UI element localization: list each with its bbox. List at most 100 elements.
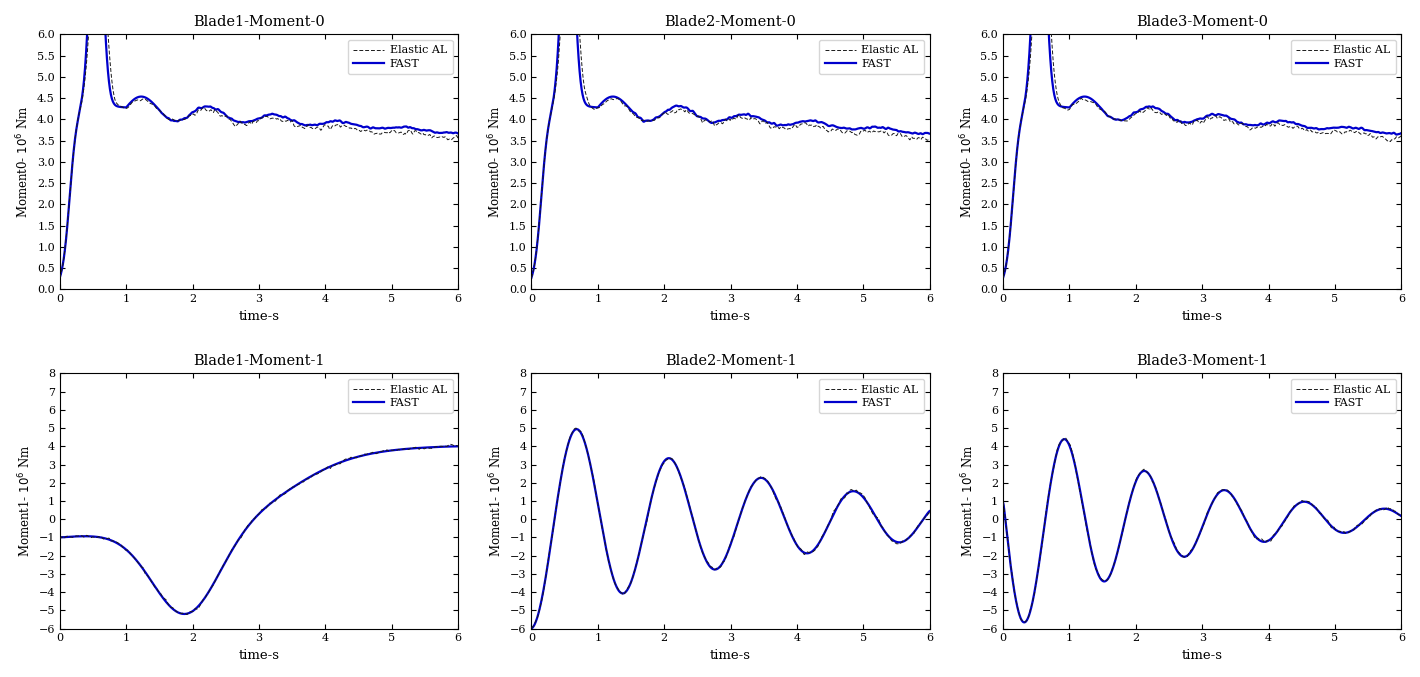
FAST [696, 553, 713, 561]
Elastic AL [1017, 618, 1034, 626]
FAST [577, 97, 594, 106]
Elastic AL [523, 624, 540, 632]
Elastic AL [118, 546, 135, 554]
FAST [1129, 108, 1146, 116]
Elastic AL [1048, 85, 1065, 93]
FAST [80, 9, 97, 17]
Elastic AL [81, 9, 98, 17]
Legend: Elastic AL, FAST: Elastic AL, FAST [819, 379, 924, 414]
FAST [186, 108, 203, 116]
FAST [1213, 110, 1230, 118]
Elastic AL [105, 85, 122, 93]
Elastic AL [1062, 104, 1079, 112]
X-axis label: time-s: time-s [1181, 649, 1223, 662]
FAST [922, 129, 939, 137]
FAST [118, 546, 135, 554]
FAST [1167, 116, 1184, 124]
Line: FAST: FAST [60, 13, 459, 278]
FAST [1393, 129, 1410, 137]
Legend: Elastic AL, FAST: Elastic AL, FAST [1291, 40, 1396, 74]
FAST [1024, 9, 1041, 17]
FAST [733, 111, 750, 119]
Elastic AL [657, 456, 674, 464]
Elastic AL [922, 135, 939, 144]
FAST [696, 114, 713, 123]
Elastic AL [104, 537, 121, 545]
FAST [270, 111, 287, 119]
Elastic AL [741, 486, 758, 494]
FAST [224, 545, 241, 553]
Title: Blade1-Moment-0: Blade1-Moment-0 [193, 15, 325, 29]
Elastic AL [696, 116, 713, 125]
FAST [591, 102, 608, 110]
Line: FAST: FAST [60, 446, 459, 614]
FAST [176, 610, 193, 618]
FAST [1169, 546, 1186, 554]
Line: Elastic AL: Elastic AL [531, 13, 930, 278]
Elastic AL [442, 440, 459, 448]
Elastic AL [591, 506, 608, 514]
Line: Elastic AL: Elastic AL [531, 428, 930, 628]
FAST [270, 494, 287, 502]
Elastic AL [922, 509, 939, 517]
Elastic AL [994, 498, 1011, 506]
X-axis label: time-s: time-s [710, 310, 751, 323]
Legend: Elastic AL, FAST: Elastic AL, FAST [1291, 379, 1396, 414]
Line: Elastic AL: Elastic AL [1003, 437, 1402, 622]
Elastic AL [450, 442, 467, 450]
Elastic AL [179, 611, 196, 619]
FAST [733, 508, 750, 517]
Line: Elastic AL: Elastic AL [60, 13, 459, 278]
FAST [261, 110, 278, 118]
Y-axis label: Moment1- $10^6$ Nm: Moment1- $10^6$ Nm [960, 445, 976, 557]
FAST [104, 537, 121, 545]
Elastic AL [1393, 510, 1410, 519]
FAST [1204, 497, 1221, 505]
FAST [741, 487, 758, 495]
Elastic AL [657, 109, 674, 117]
FAST [1062, 102, 1079, 110]
FAST [1048, 97, 1065, 106]
FAST [523, 624, 540, 632]
Elastic AL [994, 274, 1011, 282]
Elastic AL [1204, 114, 1221, 122]
FAST [922, 507, 939, 515]
FAST [186, 606, 203, 614]
Elastic AL [741, 116, 758, 124]
Elastic AL [554, 9, 571, 17]
Elastic AL [591, 104, 608, 112]
FAST [1055, 435, 1072, 443]
FAST [1129, 473, 1146, 481]
Elastic AL [224, 119, 241, 127]
Title: Blade2-Moment-0: Blade2-Moment-0 [665, 15, 797, 29]
Elastic AL [1213, 114, 1230, 122]
Elastic AL [1169, 546, 1186, 554]
FAST [994, 499, 1011, 507]
Legend: Elastic AL, FAST: Elastic AL, FAST [348, 379, 453, 414]
FAST [119, 102, 136, 110]
Elastic AL [1062, 443, 1079, 451]
Legend: Elastic AL, FAST: Elastic AL, FAST [348, 40, 453, 74]
Title: Blade3-Moment-1: Blade3-Moment-1 [1136, 354, 1268, 368]
Line: Elastic AL: Elastic AL [60, 444, 459, 615]
Elastic AL [224, 544, 241, 552]
Elastic AL [733, 114, 750, 122]
FAST [657, 108, 674, 116]
Elastic AL [270, 114, 287, 123]
FAST [51, 533, 68, 542]
Elastic AL [1048, 450, 1065, 458]
Elastic AL [51, 534, 68, 542]
Elastic AL [1167, 118, 1184, 126]
Elastic AL [1025, 9, 1042, 17]
Elastic AL [51, 274, 68, 282]
X-axis label: time-s: time-s [710, 649, 751, 662]
Elastic AL [568, 424, 585, 432]
Elastic AL [119, 104, 136, 112]
Line: Elastic AL: Elastic AL [1003, 13, 1402, 278]
Elastic AL [577, 437, 594, 445]
Y-axis label: Moment1- $10^6$ Nm: Moment1- $10^6$ Nm [16, 445, 33, 557]
Line: FAST: FAST [1003, 13, 1402, 278]
X-axis label: time-s: time-s [239, 649, 280, 662]
FAST [994, 274, 1011, 282]
Y-axis label: Moment0- $10^6$ Nm: Moment0- $10^6$ Nm [487, 106, 503, 218]
